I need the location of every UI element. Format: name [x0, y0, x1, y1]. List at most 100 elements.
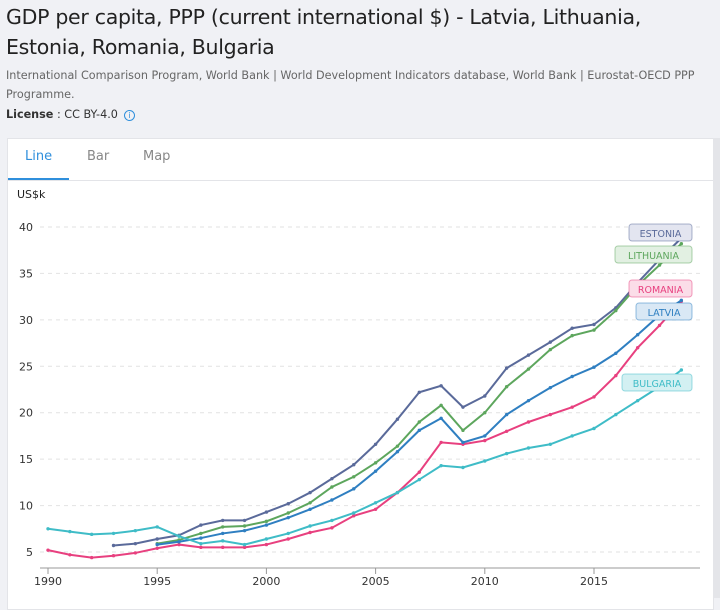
y-tick-label: 40	[19, 221, 33, 234]
data-point	[548, 385, 553, 390]
x-tick-label: 2000	[252, 575, 280, 588]
data-point	[614, 373, 618, 378]
data-point	[526, 420, 531, 424]
data-point	[286, 531, 290, 536]
license: License : CC BY-4.0 i	[6, 108, 135, 121]
data-point	[614, 308, 618, 313]
data-point	[395, 490, 400, 495]
data-point	[570, 326, 574, 330]
data-point	[439, 463, 443, 468]
tab-bar[interactable]: Bar	[87, 149, 110, 164]
data-point	[242, 545, 247, 550]
data-point	[504, 412, 509, 417]
data-point	[504, 429, 509, 433]
data-point	[417, 420, 421, 424]
y-tick-label: 10	[19, 500, 33, 513]
license-label: License	[6, 108, 54, 121]
data-point	[417, 470, 421, 474]
y-tick-label: 15	[19, 453, 33, 466]
data-point	[308, 507, 312, 511]
data-point	[308, 530, 312, 535]
data-point	[461, 428, 465, 433]
data-point	[177, 540, 181, 544]
data-point	[199, 541, 203, 546]
page-title: GDP per capita, PPP (current internation…	[6, 5, 641, 59]
data-point	[264, 510, 269, 514]
data-point	[635, 346, 640, 350]
data-point	[352, 463, 356, 467]
data-point	[439, 440, 443, 445]
data-point	[199, 531, 203, 536]
data-point	[548, 347, 553, 352]
data-point	[68, 529, 72, 534]
license-value: : CC BY-4.0	[56, 108, 118, 121]
series-label: ESTONIA	[640, 229, 682, 240]
data-point	[504, 366, 509, 370]
data-point	[221, 525, 225, 529]
data-point	[373, 507, 378, 511]
data-point	[330, 498, 334, 502]
data-point	[308, 501, 312, 505]
data-point	[548, 340, 553, 344]
data-point	[570, 434, 574, 438]
series-label-box	[628, 223, 693, 242]
x-tick-label: 1995	[143, 575, 171, 588]
data-point	[526, 367, 531, 371]
y-tick-label: 25	[19, 360, 33, 373]
x-tick-label: 1990	[34, 575, 62, 588]
data-point	[46, 527, 50, 531]
data-point	[592, 395, 596, 399]
data-point	[133, 528, 138, 533]
data-point	[155, 542, 159, 547]
data-point	[286, 511, 290, 515]
y-tick-label: 35	[19, 267, 33, 280]
tab-map[interactable]: Map	[143, 149, 171, 164]
data-point	[635, 333, 640, 337]
data-point	[614, 351, 618, 355]
data-point	[242, 528, 247, 533]
series-label: ROMANIA	[638, 285, 684, 296]
data-point	[352, 511, 356, 515]
data-point	[264, 542, 269, 547]
data-point	[89, 532, 94, 537]
tab-line[interactable]: Line	[25, 149, 53, 164]
y-tick-label: 30	[19, 314, 33, 327]
data-point	[417, 477, 421, 482]
data-point	[504, 385, 509, 389]
series-line-estonia	[113, 237, 683, 547]
data-point	[461, 440, 465, 445]
data-point	[483, 394, 487, 398]
data-point	[133, 551, 138, 555]
source-text: International Comparison Program, World …	[6, 69, 695, 101]
y-axis-label: US$k	[17, 188, 46, 201]
x-tick-label: 2005	[362, 575, 390, 588]
data-point	[592, 322, 596, 327]
data-point	[308, 524, 312, 528]
data-point	[177, 534, 181, 538]
series-line-romania	[47, 300, 683, 559]
series-label-box	[614, 245, 693, 264]
data-point	[439, 403, 443, 407]
data-point	[221, 518, 225, 523]
series-label: LITHUANIA	[628, 251, 679, 262]
data-point	[89, 555, 94, 560]
data-point	[264, 519, 269, 524]
data-point	[330, 485, 334, 489]
x-tick-label: 2010	[471, 575, 499, 588]
data-point	[657, 323, 662, 328]
data-point	[373, 461, 378, 465]
data-point	[221, 539, 225, 543]
data-point	[526, 398, 531, 403]
data-point	[264, 523, 269, 527]
scrollbar[interactable]	[713, 138, 720, 598]
data-point	[570, 405, 574, 409]
y-tick-label: 5	[26, 546, 33, 559]
info-icon[interactable]: i	[123, 110, 135, 121]
data-point	[330, 476, 334, 481]
series-label: BULGARIA	[633, 379, 682, 390]
data-point	[221, 545, 225, 550]
x-tick-label: 2015	[580, 575, 608, 588]
data-point	[483, 434, 487, 438]
data-point	[264, 537, 269, 541]
data-point	[242, 524, 247, 528]
